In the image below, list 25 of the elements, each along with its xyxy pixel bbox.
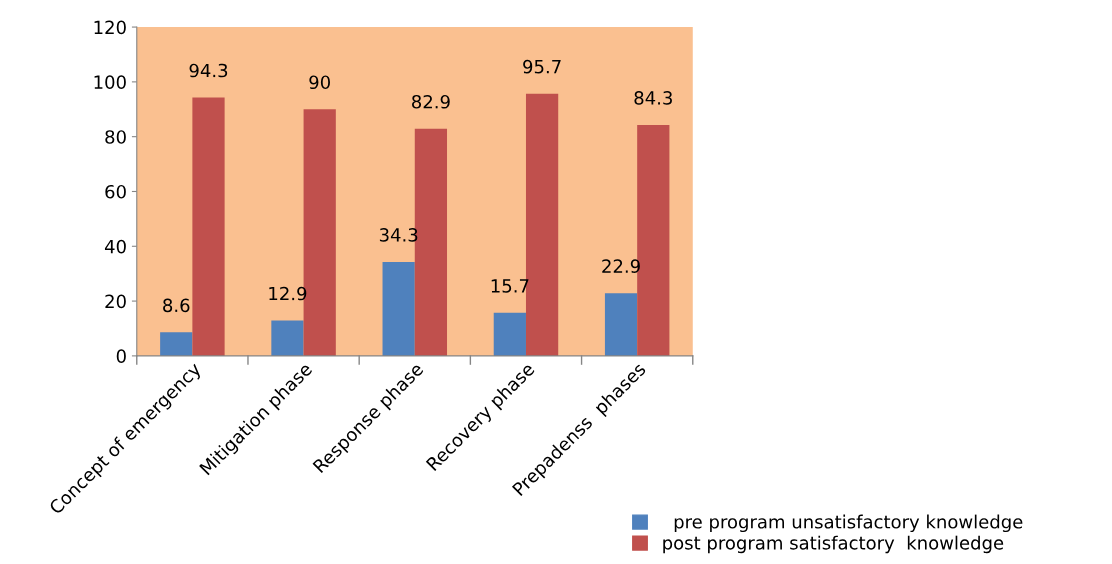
y-tick-label: 100 — [94, 75, 126, 89]
bar — [192, 97, 225, 356]
y-tick-label: 0 — [116, 349, 126, 363]
data-label: 84.3 — [634, 91, 672, 105]
bar — [160, 332, 193, 356]
data-label: 8.6 — [163, 298, 190, 313]
data-label: 22.9 — [602, 259, 640, 273]
bar — [493, 312, 526, 356]
bar — [271, 320, 304, 356]
data-label: 90 — [309, 75, 330, 90]
y-tick-label: 120 — [94, 20, 126, 35]
data-label: 15.7 — [491, 279, 529, 293]
y-tick-label: 20 — [105, 294, 126, 309]
data-label: 94.3 — [189, 63, 228, 78]
bar — [604, 293, 638, 356]
data-label: 34.3 — [379, 228, 418, 242]
y-tick-label: 60 — [105, 184, 126, 199]
data-label: 12.9 — [269, 286, 307, 301]
legend-label: post program satisfactory knowledge — [663, 535, 1004, 554]
y-tick-label: 80 — [105, 130, 126, 144]
data-label: 95.7 — [523, 59, 561, 74]
y-tick-label: 40 — [104, 239, 126, 254]
legend-label: pre program unsatisfactory knowledge — [674, 514, 1023, 533]
data-label: 82.9 — [412, 94, 450, 109]
bar — [382, 261, 415, 356]
